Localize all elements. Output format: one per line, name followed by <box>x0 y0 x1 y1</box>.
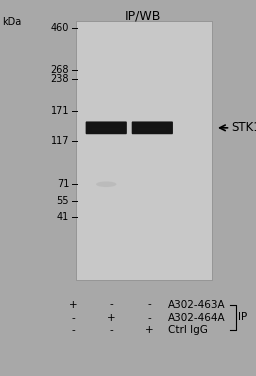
Text: -: - <box>71 313 75 323</box>
Text: A302-464A: A302-464A <box>168 313 225 323</box>
Text: IP/WB: IP/WB <box>125 9 162 23</box>
Text: 268: 268 <box>51 65 69 74</box>
Text: -: - <box>71 325 75 335</box>
Text: Ctrl IgG: Ctrl IgG <box>168 325 208 335</box>
Text: kDa: kDa <box>3 17 22 27</box>
Text: -: - <box>148 300 152 309</box>
Text: 71: 71 <box>57 179 69 189</box>
Text: IP: IP <box>238 312 247 322</box>
FancyBboxPatch shape <box>138 127 166 131</box>
FancyBboxPatch shape <box>92 127 120 131</box>
Text: A302-463A: A302-463A <box>168 300 225 309</box>
Text: +: + <box>69 300 77 309</box>
Text: -: - <box>148 313 152 323</box>
Bar <box>76 21 212 280</box>
FancyBboxPatch shape <box>132 121 173 134</box>
Text: 41: 41 <box>57 212 69 222</box>
Text: 55: 55 <box>57 196 69 206</box>
Text: +: + <box>145 325 154 335</box>
Text: 171: 171 <box>51 106 69 116</box>
Text: 238: 238 <box>51 74 69 84</box>
Text: +: + <box>107 313 116 323</box>
Text: -: - <box>110 300 113 309</box>
Text: 117: 117 <box>51 136 69 146</box>
Text: STK11IP: STK11IP <box>232 121 256 134</box>
Text: 460: 460 <box>51 23 69 33</box>
Ellipse shape <box>96 182 116 187</box>
Text: -: - <box>110 325 113 335</box>
FancyBboxPatch shape <box>86 121 127 134</box>
